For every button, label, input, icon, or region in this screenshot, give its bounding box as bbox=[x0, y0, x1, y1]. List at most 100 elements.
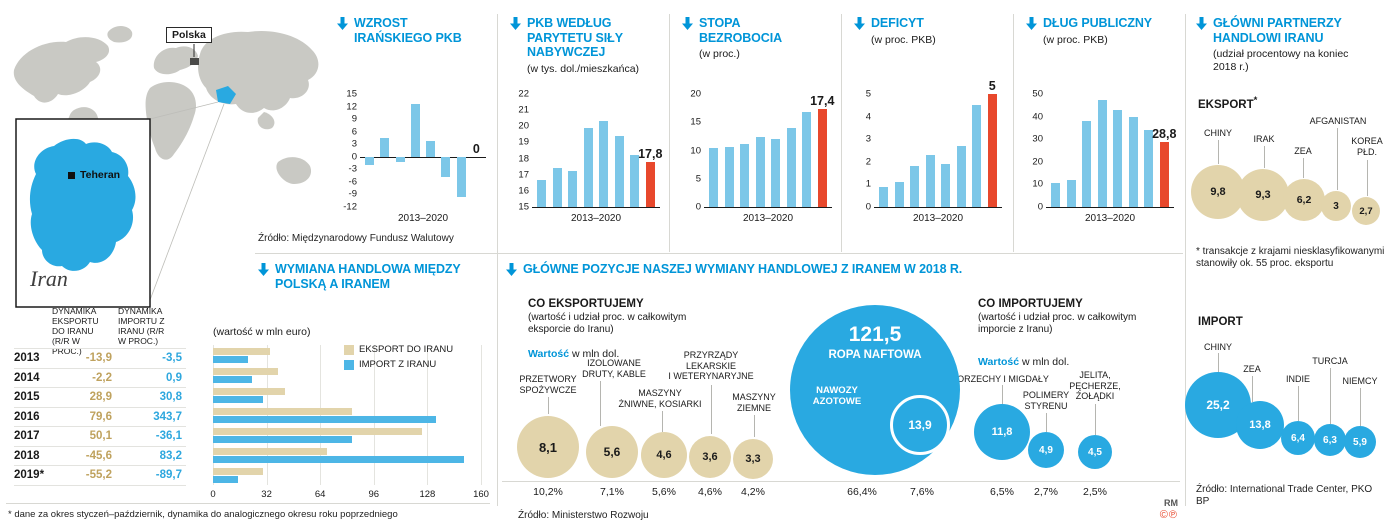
y-axis-tick: 15 bbox=[518, 201, 529, 213]
bubble-label-jelita: JELITA, PĘCHERZE, ŻOŁĄDKI bbox=[1069, 370, 1121, 401]
chart-title: DEFICYT bbox=[871, 16, 924, 30]
bubble-name: ROPA NAFTOWA bbox=[828, 349, 922, 361]
bar bbox=[987, 94, 997, 207]
bar bbox=[879, 186, 889, 207]
bar bbox=[802, 112, 812, 207]
bubble-izolowane-druty: 5,6 bbox=[586, 426, 638, 478]
import-bar bbox=[213, 475, 239, 483]
bar bbox=[956, 145, 966, 207]
bar bbox=[941, 164, 951, 207]
chart-title: PKB WEDŁUG PARYTETU SIŁY NABYWCZEJ bbox=[527, 16, 623, 59]
bar bbox=[441, 156, 451, 177]
bar bbox=[426, 141, 436, 157]
y-axis-tick: 0 bbox=[1037, 201, 1043, 213]
y-axis-tick: -3 bbox=[348, 163, 357, 175]
share-label: 4,2% bbox=[741, 486, 765, 498]
y-axis-tick: 40 bbox=[1032, 110, 1043, 122]
share-label: 5,6% bbox=[652, 486, 676, 498]
year-label: 2019* bbox=[14, 469, 45, 482]
y-axis-tick: 17 bbox=[518, 168, 529, 180]
chart-title: DŁUG PUBLICZNY bbox=[1043, 16, 1153, 30]
trade-dynamics-table: 2013 -13,9 -3,5 2014 -2,2 0,9 2015 28,9 30,8 2016… bbox=[14, 348, 186, 486]
bubble-przetwory-spozywcze: 8,1 bbox=[517, 416, 579, 478]
chart-title: WZROST IRAŃSKIEGO PKB bbox=[354, 16, 462, 45]
year-label: 2017 bbox=[14, 430, 40, 443]
chart-subtitle: (w proc.) bbox=[699, 48, 740, 60]
rights-marks: ©℗ bbox=[1159, 509, 1178, 521]
export-dynamics-value: 28,9 bbox=[89, 391, 112, 404]
export-bar bbox=[213, 428, 423, 435]
chart-header: DŁUG PUBLICZNY (w proc. PKB) bbox=[1026, 16, 1183, 46]
down-arrow-icon bbox=[1196, 17, 1207, 35]
share-label: 2,7% bbox=[1034, 486, 1058, 498]
y-axis-tick: 20 bbox=[690, 88, 701, 100]
bubble-eksport-zea: 6,2 bbox=[1283, 179, 1325, 221]
import-dynamics-value: 343,7 bbox=[153, 410, 182, 423]
down-arrow-icon bbox=[1026, 17, 1037, 35]
bubble-label-przyrzady: PRZYRZĄDY LEKARSKIE I WETERYNARYJNE bbox=[668, 350, 754, 381]
share-label: 4,6% bbox=[698, 486, 722, 498]
gridline bbox=[373, 345, 375, 485]
bubble-orzechy-migdaly: 11,8 bbox=[974, 404, 1030, 460]
bar bbox=[537, 179, 547, 207]
chart-subtitle: (w proc. PKB) bbox=[871, 33, 936, 46]
y-axis-tick: 21 bbox=[518, 104, 529, 116]
leader-line bbox=[1252, 376, 1253, 402]
chart-header: WYMIANA HANDLOWA MIĘDZY POLSKĄ A IRANEM bbox=[258, 262, 475, 291]
bar bbox=[1128, 116, 1138, 207]
import-dynamics-value: -3,5 bbox=[162, 352, 182, 365]
bar bbox=[645, 161, 655, 207]
y-axis-tick: 0 bbox=[351, 151, 357, 163]
leader-line bbox=[1360, 388, 1361, 426]
teheran-marker bbox=[68, 172, 75, 179]
leader-line bbox=[1264, 146, 1265, 168]
gridline bbox=[427, 345, 429, 485]
bubble-label-chiny: CHINY bbox=[1203, 128, 1233, 138]
divider bbox=[255, 253, 1183, 254]
x-axis-tick: 32 bbox=[261, 489, 272, 500]
chart-header: GŁÓWNI PARTNERZY HANDLOWI IRANU (udział … bbox=[1196, 16, 1373, 73]
bar bbox=[1097, 99, 1107, 207]
bubble-przyrzady-lekarskie: 3,6 bbox=[689, 436, 731, 478]
chart-header: DEFICYT (w proc. PKB) bbox=[854, 16, 991, 46]
chart-legend: EKSPORT DO IRANU IMPORT Z IRANU bbox=[344, 344, 453, 370]
table-row: 2013 -13,9 -3,5 bbox=[14, 349, 186, 369]
export-bar bbox=[213, 468, 264, 475]
bubble-label-zea: ZEA bbox=[1294, 146, 1312, 156]
y-axis-tick: -9 bbox=[348, 188, 357, 200]
bubble-label-turcja: TURCJA bbox=[1312, 356, 1348, 366]
bubble-label-druty: IZOLOWANE DRUTY, KABLE bbox=[582, 358, 646, 379]
bar bbox=[614, 135, 624, 207]
poland-marker bbox=[190, 58, 199, 65]
y-axis-tick: 20 bbox=[1032, 156, 1043, 168]
share-label: 2,5% bbox=[1083, 486, 1107, 498]
bar bbox=[583, 127, 593, 207]
iran-label: Iran bbox=[30, 266, 68, 291]
divider bbox=[6, 503, 490, 504]
bubble-eksport-afganistan: 3 bbox=[1321, 191, 1351, 221]
import-dynamics-value: 30,8 bbox=[159, 391, 182, 404]
leader-line bbox=[1298, 386, 1299, 421]
chart-title: WYMIANA HANDLOWA MIĘDZY POLSKĄ A IRANEM bbox=[275, 262, 461, 291]
bar bbox=[410, 104, 420, 157]
chart-header: PKB WEDŁUG PARYTETU SIŁY NABYWCZEJ (w ty… bbox=[510, 16, 642, 75]
gridline bbox=[481, 345, 482, 485]
y-axis-tick: 5 bbox=[865, 88, 871, 100]
export-bar bbox=[213, 348, 270, 355]
bar bbox=[724, 147, 734, 207]
axis-baseline bbox=[704, 207, 832, 208]
y-axis-tick: 9 bbox=[351, 113, 357, 125]
poland-label: Polska bbox=[166, 27, 212, 43]
down-arrow-icon bbox=[337, 17, 348, 35]
x-axis-tick: 96 bbox=[368, 489, 380, 500]
leader-line bbox=[1337, 128, 1338, 190]
x-axis-tick: 160 bbox=[473, 489, 489, 500]
export-dynamics-value: -13,9 bbox=[85, 352, 112, 365]
leader-line bbox=[1218, 353, 1219, 372]
chart-header: WZROST IRAŃSKIEGO PKB bbox=[337, 16, 474, 45]
share-label: 7,6% bbox=[910, 486, 934, 498]
section-header: GŁÓWNE POZYCJE NASZEJ WYMIANY HANDLOWEJ … bbox=[506, 262, 1183, 281]
y-axis-tick: 12 bbox=[346, 100, 357, 112]
y-axis-tick: -12 bbox=[343, 201, 357, 213]
